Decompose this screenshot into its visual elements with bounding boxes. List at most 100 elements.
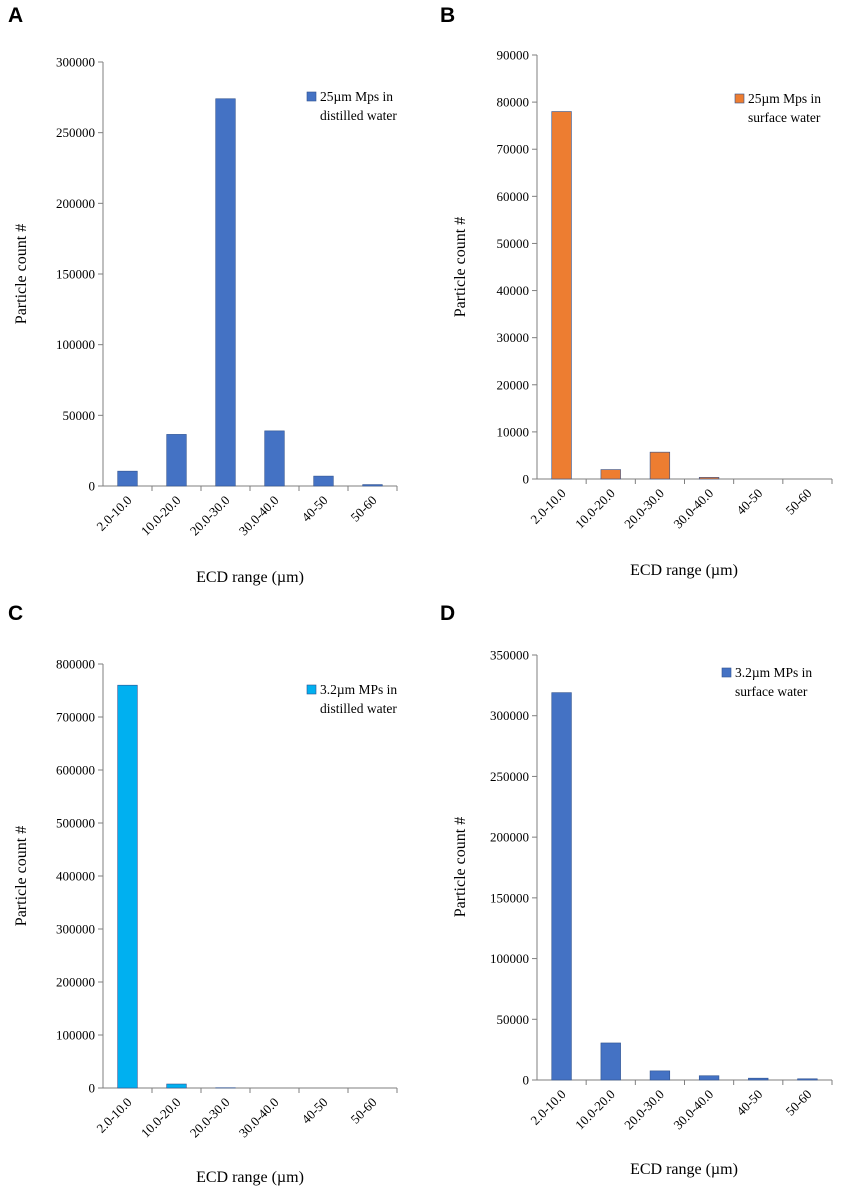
x-tick-label: 50-60 [348, 493, 380, 525]
x-tick-label: 30.0-40.0 [670, 486, 716, 532]
bar-30.0-40.0 [264, 430, 285, 487]
legend: 25µm Mps in distilled water [306, 89, 397, 123]
bar-40-50 [748, 1077, 769, 1081]
bar-20.0-30.0 [649, 451, 671, 480]
legend-label: 25µm Mps in [748, 91, 821, 106]
y-tick-label: 0 [89, 479, 96, 494]
bar-20.0-30.0 [215, 98, 236, 487]
y-tick-label: 80000 [497, 95, 530, 110]
y-tick-label: 200000 [56, 196, 95, 211]
bar-10.0-20.0 [166, 1083, 187, 1089]
x-tick-label: 10.0-20.0 [572, 486, 618, 532]
y-tick-label: 70000 [497, 142, 530, 157]
legend-label: 3.2µm MPs in [320, 682, 397, 697]
y-tick-label: 500000 [56, 816, 95, 831]
chart-panel-d: D 0 50000 100000 150000 200000 250000 300000 350… [440, 602, 833, 1178]
x-tick-label: 40-50 [299, 1095, 331, 1127]
y-tick-label: 150000 [490, 890, 529, 905]
y-tick-label: 0 [523, 472, 530, 487]
x-tick-label: 10.0-20.0 [138, 493, 184, 539]
y-tick-label: 40000 [497, 283, 530, 298]
x-tick-label: 2.0-10.0 [93, 1095, 134, 1136]
bar-10.0-20.0 [600, 469, 621, 480]
y-tick-label: 200000 [490, 830, 529, 845]
x-tick-label: 50-60 [782, 1087, 814, 1119]
legend-label: 25µm Mps in [320, 89, 393, 104]
panel-letter: B [440, 4, 455, 27]
bar-2.0-10.0 [117, 470, 138, 487]
x-tick-label: 20.0-30.0 [187, 493, 233, 539]
legend-label: distilled water [320, 701, 397, 716]
legend-swatch [306, 91, 317, 102]
chart-panel-a: A 0 50000 100000 150000 200000 250000 300000 2.0… [8, 4, 398, 586]
legend-swatch [306, 684, 317, 695]
bar-30.0-40.0 [698, 477, 720, 480]
panel-letter: C [8, 602, 23, 625]
y-axis-title: Particle count # [452, 817, 469, 917]
bar-50-60 [797, 1078, 818, 1081]
chart-panel-c: C 0 100000 200000 300000 400000 500000 600000 70… [8, 602, 398, 1186]
panel-letter: D [440, 602, 455, 625]
x-axis-title: ECD range (µm) [630, 562, 738, 579]
legend-swatch [721, 667, 732, 678]
x-tick-label: 30.0-40.0 [670, 1087, 716, 1133]
y-tick-label: 30000 [497, 330, 530, 345]
y-tick-label: 50000 [497, 236, 530, 251]
y-tick-label: 0 [89, 1081, 96, 1096]
y-tick-label: 600000 [56, 763, 95, 778]
bar-40-50 [313, 475, 334, 487]
bar-50-60 [362, 484, 383, 487]
y-tick-label: 250000 [56, 125, 95, 140]
x-tick-label: 2.0-10.0 [93, 493, 134, 534]
y-tick-label: 60000 [497, 189, 530, 204]
x-tick-label: 50-60 [348, 1095, 380, 1127]
x-tick-label: 20.0-30.0 [187, 1095, 233, 1141]
y-tick-label: 150000 [56, 267, 95, 282]
x-axis-title: ECD range (µm) [630, 1161, 738, 1178]
legend: 3.2µm MPs in surface water [721, 665, 812, 699]
y-tick-label: 300000 [56, 922, 95, 937]
x-tick-label: 10.0-20.0 [572, 1087, 618, 1133]
x-tick-label: 30.0-40.0 [236, 1095, 282, 1141]
y-tick-label: 50000 [63, 408, 96, 423]
legend-label: 3.2µm MPs in [735, 665, 812, 680]
x-tick-label: 10.0-20.0 [138, 1095, 184, 1141]
x-tick-label: 30.0-40.0 [236, 493, 282, 539]
chart-panel-b: B 0 10000 20000 30000 40000 50000 60000 70000 800… [440, 4, 833, 579]
y-tick-label: 700000 [56, 710, 95, 725]
x-axis-title: ECD range (µm) [196, 569, 304, 586]
y-axis-title: Particle count # [13, 224, 30, 324]
bar-10.0-20.0 [166, 434, 187, 487]
x-tick-label: 40-50 [299, 493, 331, 525]
bar-2.0-10.0 [551, 111, 572, 480]
y-tick-label: 400000 [56, 869, 95, 884]
x-tick-label: 20.0-30.0 [621, 1087, 667, 1133]
y-tick-label: 300000 [56, 55, 95, 70]
x-tick-label: 40-50 [733, 1087, 765, 1119]
bar-2.0-10.0 [551, 692, 572, 1081]
y-tick-label: 20000 [497, 377, 530, 392]
y-tick-label: 200000 [56, 975, 95, 990]
y-tick-label: 10000 [497, 424, 530, 439]
x-tick-label: 50-60 [782, 486, 814, 518]
y-axis-title: Particle count # [452, 217, 469, 317]
legend-swatch [734, 93, 745, 104]
y-tick-label: 90000 [497, 48, 530, 63]
y-tick-label: 100000 [56, 337, 95, 352]
bar-10.0-20.0 [600, 1042, 621, 1081]
legend-label: surface water [735, 684, 808, 699]
y-tick-label: 100000 [490, 951, 529, 966]
legend: 25µm Mps in surface water [734, 91, 821, 125]
bar-20.0-30.0 [649, 1070, 671, 1081]
bar-30.0-40.0 [698, 1075, 720, 1081]
x-tick-label: 2.0-10.0 [527, 486, 568, 527]
y-tick-label: 250000 [490, 769, 529, 784]
y-tick-label: 300000 [490, 708, 529, 723]
panel-letter: A [8, 4, 23, 27]
x-tick-label: 20.0-30.0 [621, 486, 667, 532]
y-tick-label: 50000 [497, 1012, 530, 1027]
legend-label: distilled water [320, 108, 397, 123]
bar-2.0-10.0 [117, 684, 138, 1089]
x-axis-title: ECD range (µm) [196, 1169, 304, 1186]
